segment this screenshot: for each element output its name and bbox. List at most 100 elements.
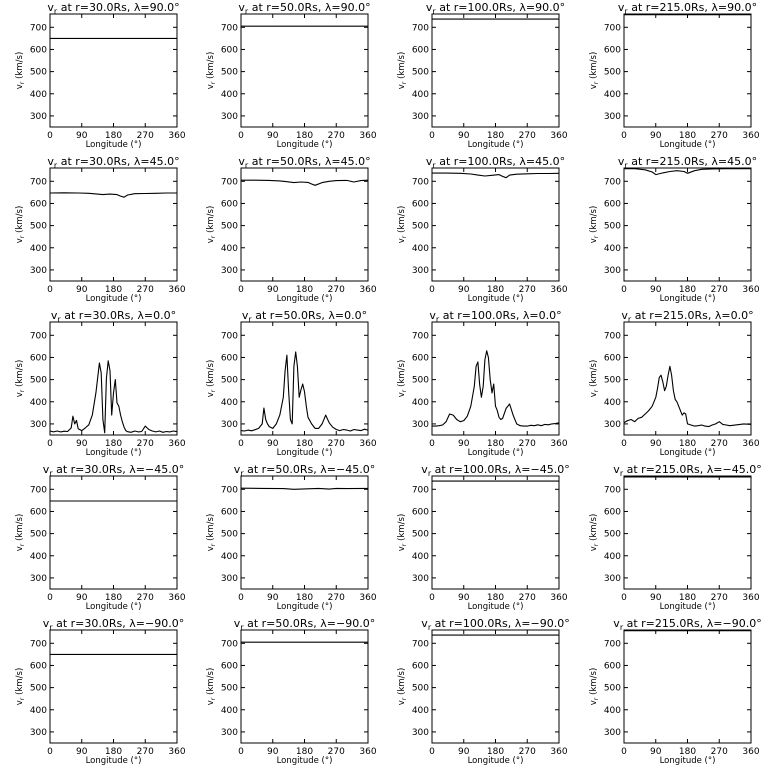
x-tick-label: 270 <box>711 747 728 757</box>
x-tick-label: 90 <box>76 285 88 295</box>
x-tick-label: 90 <box>76 439 88 449</box>
x-tick-label: 360 <box>168 747 185 757</box>
y-tick-label: 400 <box>221 706 238 716</box>
x-tick-label: 0 <box>47 439 53 449</box>
y-tick-label: 600 <box>604 353 621 363</box>
plot-frame <box>623 475 752 590</box>
y-tick-label: 700 <box>412 23 429 33</box>
y-tick-label: 600 <box>604 661 621 671</box>
x-tick-label: 90 <box>267 747 279 757</box>
x-tick-label: 360 <box>742 747 759 757</box>
y-tick-label: 500 <box>412 222 429 232</box>
y-tick-label: 700 <box>604 23 621 33</box>
x-tick-label: 90 <box>76 747 88 757</box>
panel-title: vr at r=215.0Rs, λ=0.0° <box>621 309 753 324</box>
y-tick-label: 700 <box>221 639 238 649</box>
y-axis-label: vr (km/s) <box>15 668 26 706</box>
x-tick-label: 270 <box>711 131 728 141</box>
x-tick-label: 360 <box>168 593 185 603</box>
panel-2: vr at r=50.0Rs, λ=90.0° 0 90 180 270 360 300 40… <box>206 1 377 150</box>
x-tick-label: 0 <box>238 747 244 757</box>
y-tick-label: 600 <box>221 353 238 363</box>
y-tick-label: 300 <box>30 112 47 122</box>
panel-5: vr at r=30.0Rs, λ=45.0° 0 90 180 270 360 300 40… <box>15 155 186 304</box>
x-tick-label: 360 <box>550 593 567 603</box>
plot-frame <box>240 321 369 436</box>
y-axis-label: vr (km/s) <box>15 206 26 244</box>
x-tick-label: 90 <box>267 593 279 603</box>
x-tick-label: 360 <box>168 285 185 295</box>
x-tick-label: 0 <box>47 747 53 757</box>
plot-frame <box>49 475 178 590</box>
y-tick-label: 400 <box>412 244 429 254</box>
panel-title: vr at r=30.0Rs, λ=−45.0° <box>43 463 184 478</box>
panel-15: vr at r=100.0Rs, λ=−45.0° 0 90 180 270 360 300… <box>397 463 570 612</box>
y-tick-label: 300 <box>604 420 621 430</box>
panel-4: vr at r=215.0Rs, λ=90.0° 0 90 180 270 360 300 4… <box>589 1 760 150</box>
x-tick-label: 180 <box>679 439 696 449</box>
y-tick-label: 700 <box>30 331 47 341</box>
y-tick-label: 700 <box>604 485 621 495</box>
x-tick-label: 270 <box>328 439 345 449</box>
y-axis-label: vr (km/s) <box>397 514 408 552</box>
x-axis-label: Longitude (°) <box>468 294 524 304</box>
y-tick-label: 400 <box>604 398 621 408</box>
x-tick-label: 0 <box>238 593 244 603</box>
x-tick-label: 270 <box>328 131 345 141</box>
x-tick-label: 270 <box>519 747 536 757</box>
x-tick-label: 180 <box>679 131 696 141</box>
y-axis-label: vr (km/s) <box>589 668 600 706</box>
y-tick-label: 600 <box>604 507 621 517</box>
x-tick-label: 360 <box>359 593 376 603</box>
panel-7: vr at r=100.0Rs, λ=45.0° 0 90 180 270 360 300 4… <box>397 155 568 304</box>
x-tick-label: 360 <box>168 439 185 449</box>
x-axis-label: Longitude (°) <box>86 140 142 150</box>
y-tick-label: 500 <box>30 68 47 78</box>
panel-9: vr at r=30.0Rs, λ=0.0° 0 90 180 270 360 300 400… <box>15 309 186 458</box>
panel-title: vr at r=215.0Rs, λ=−90.0° <box>613 617 761 632</box>
y-axis-label: vr (km/s) <box>589 52 600 90</box>
y-tick-label: 400 <box>412 552 429 562</box>
x-tick-label: 180 <box>105 285 122 295</box>
panel-title: vr at r=215.0Rs, λ=90.0° <box>618 1 757 16</box>
y-tick-label: 600 <box>221 199 238 209</box>
x-tick-label: 90 <box>458 131 470 141</box>
y-tick-label: 500 <box>30 684 47 694</box>
y-tick-label: 700 <box>221 485 238 495</box>
y-axis-label: vr (km/s) <box>15 52 26 90</box>
x-tick-label: 90 <box>650 131 662 141</box>
x-axis-label: Longitude (°) <box>86 602 142 612</box>
x-tick-label: 90 <box>650 285 662 295</box>
y-tick-label: 600 <box>221 45 238 55</box>
y-tick-label: 400 <box>221 244 238 254</box>
x-tick-label: 0 <box>429 593 435 603</box>
y-tick-label: 300 <box>412 728 429 738</box>
x-tick-label: 90 <box>76 593 88 603</box>
x-tick-label: 180 <box>296 131 313 141</box>
x-tick-label: 270 <box>711 439 728 449</box>
x-tick-label: 0 <box>429 131 435 141</box>
series-line <box>432 350 560 427</box>
y-tick-label: 600 <box>412 45 429 55</box>
x-tick-label: 360 <box>359 747 376 757</box>
y-tick-label: 400 <box>221 90 238 100</box>
y-tick-label: 400 <box>221 398 238 408</box>
x-tick-label: 360 <box>168 131 185 141</box>
x-tick-label: 180 <box>487 285 504 295</box>
x-tick-label: 360 <box>550 439 567 449</box>
x-tick-label: 270 <box>137 747 154 757</box>
x-tick-label: 360 <box>742 131 759 141</box>
x-tick-label: 90 <box>458 285 470 295</box>
panel-title: vr at r=50.0Rs, λ=−45.0° <box>234 463 375 478</box>
x-tick-label: 360 <box>550 131 567 141</box>
x-tick-label: 270 <box>711 285 728 295</box>
y-tick-label: 400 <box>30 398 47 408</box>
y-axis-label: vr (km/s) <box>397 206 408 244</box>
panel-title: vr at r=30.0Rs, λ=45.0° <box>47 155 179 170</box>
y-tick-label: 600 <box>30 199 47 209</box>
series-line <box>49 192 177 198</box>
y-tick-label: 700 <box>604 331 621 341</box>
x-tick-label: 90 <box>650 747 662 757</box>
